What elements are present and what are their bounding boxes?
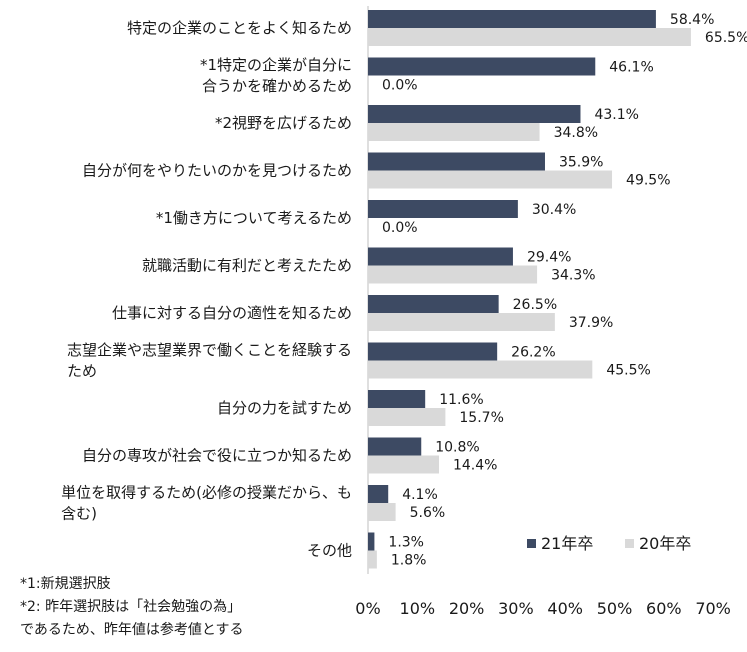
bars-group: 58.4% 65.5% 46.1% 0.0% 43.1% 34.8% 35.9% 49.5% 3…	[368, 10, 747, 569]
bar-21-2	[368, 105, 581, 123]
bar-21-4	[368, 200, 518, 218]
bar-21-11	[368, 532, 375, 551]
x-tick-label-6: 60%	[646, 599, 682, 618]
data-label-21-2: 43.1%	[594, 107, 638, 123]
data-label-20-10: 5.6%	[410, 505, 446, 521]
category-label-10-line1: 含む)	[61, 505, 97, 523]
category-label-0: 特定の企業のことをよく知るため	[127, 19, 352, 37]
x-tick-label-3: 30%	[498, 599, 534, 618]
category-label-9: 自分の専攻が社会で役に立つか知るため	[82, 447, 352, 465]
bar-21-1	[368, 57, 596, 76]
data-label-20-6: 37.9%	[569, 315, 613, 331]
data-label-21-8: 11.6%	[439, 392, 483, 408]
x-tick-label-5: 50%	[597, 599, 633, 618]
x-tick-label-4: 40%	[547, 599, 583, 618]
bar-20-0	[368, 28, 691, 46]
data-label-20-2: 34.8%	[554, 125, 598, 141]
bar-21-6	[368, 295, 499, 313]
bar-20-6	[368, 313, 555, 331]
bar-21-7	[368, 342, 498, 361]
footnote-3: であるため、昨年値は参考値とする	[20, 622, 244, 638]
legend: 21年卒 20年卒	[527, 534, 691, 553]
category-label-11: その他	[307, 542, 352, 560]
bar-21-10	[368, 485, 389, 503]
category-label-8: 自分の力を試すため	[217, 399, 352, 417]
bar-21-9	[368, 437, 422, 456]
data-label-20-1: 0.0%	[382, 78, 418, 94]
bar-20-11	[368, 550, 377, 569]
data-label-21-11: 1.3%	[388, 535, 424, 551]
data-label-20-8: 15.7%	[459, 410, 503, 426]
bar-21-3	[368, 152, 545, 171]
data-label-21-3: 35.9%	[559, 155, 603, 171]
data-label-20-11: 1.8%	[391, 553, 427, 569]
bar-20-8	[368, 408, 446, 426]
bar-21-5	[368, 247, 513, 266]
category-label-1: *1特定の企業が自分に	[200, 56, 352, 74]
bar-21-0	[368, 10, 656, 28]
data-label-20-4: 0.0%	[382, 220, 418, 236]
data-label-21-5: 29.4%	[527, 250, 571, 266]
category-label-4: *1働き方について考えるため	[156, 209, 352, 227]
bar-20-7	[368, 360, 593, 379]
legend-label-0: 21年卒	[541, 534, 593, 553]
data-label-20-5: 34.3%	[551, 268, 595, 284]
data-label-21-1: 46.1%	[609, 60, 653, 76]
data-label-20-3: 49.5%	[626, 173, 670, 189]
category-label-2: *2視野を広げるため	[215, 114, 352, 132]
tick-labels-group: 0% 10% 20% 30% 40% 50% 60% 70%	[355, 599, 731, 618]
data-label-21-9: 10.8%	[435, 440, 479, 456]
x-tick-label-2: 20%	[449, 599, 485, 618]
legend-label-1: 20年卒	[639, 534, 691, 553]
bar-20-2	[368, 123, 540, 141]
x-tick-label-0: 0%	[355, 599, 380, 618]
category-label-6: 仕事に対する自分の適性を知るため	[112, 304, 352, 322]
x-tick-label-7: 70%	[695, 599, 731, 618]
bar-20-9	[368, 455, 439, 474]
category-label-7-line1: ため	[67, 362, 97, 380]
category-label-1-line1: 合うかを確かめるため	[202, 77, 352, 95]
data-label-21-7: 26.2%	[511, 345, 555, 361]
data-label-20-0: 65.5%	[705, 30, 747, 46]
x-tick-label-1: 10%	[400, 599, 436, 618]
data-label-21-0: 58.4%	[670, 12, 714, 28]
category-label-10: 単位を取得するため(必修の授業だから、も	[61, 484, 352, 502]
footnote-1: *1:新規選択肢	[20, 576, 111, 592]
data-label-21-6: 26.5%	[513, 297, 557, 313]
legend-swatch-0	[527, 539, 536, 548]
category-label-3: 自分が何をやりたいのかを見つけるため	[82, 162, 352, 180]
bar-20-5	[368, 265, 538, 284]
bar-20-10	[368, 503, 396, 521]
footnote-2: *2: 昨年選択肢は「社会勉強の為」	[20, 599, 242, 615]
data-label-21-4: 30.4%	[532, 202, 576, 218]
data-label-21-10: 4.1%	[402, 487, 438, 503]
bar-21-8	[368, 390, 426, 408]
category-label-7: 志望企業や志望業界で働くことを経験する	[67, 341, 352, 359]
legend-swatch-1	[625, 539, 634, 548]
category-label-5: 就職活動に有利だと考えたため	[142, 257, 352, 275]
data-label-20-7: 45.5%	[606, 363, 650, 379]
bar-20-3	[368, 170, 613, 189]
data-label-20-9: 14.4%	[453, 458, 497, 474]
